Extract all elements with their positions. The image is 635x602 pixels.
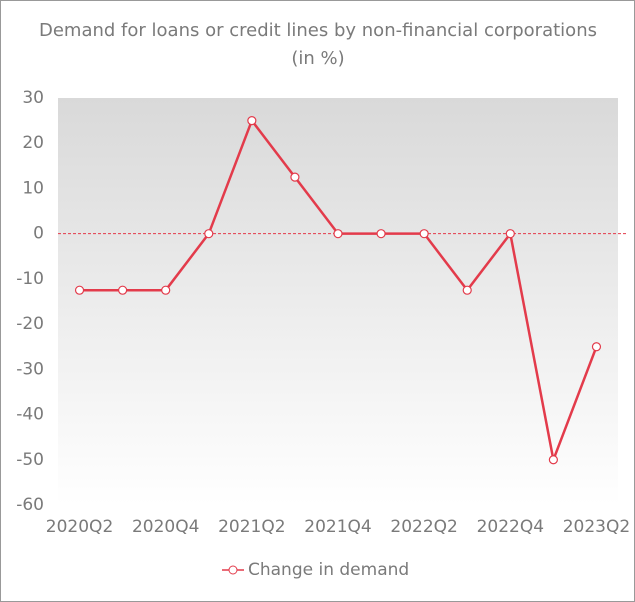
data-point [204,229,214,239]
y-tick-label: 20 [22,133,44,153]
data-point [247,116,257,126]
data-point [505,229,515,239]
data-point [591,342,602,352]
x-tick-label: 2021Q2 [218,517,285,537]
y-tick-label: 30 [22,88,44,108]
data-point [161,285,171,295]
data-point [74,285,85,295]
x-tick-label: 2023Q2 [563,517,630,537]
legend-marker [228,565,238,575]
data-point [290,172,300,182]
plot-area [58,98,618,505]
data-point [118,285,128,295]
y-tick-label: -10 [16,269,44,289]
legend-label: Change in demand [248,560,409,580]
y-tick-label: -30 [16,359,44,379]
x-tick-label: 2020Q2 [46,517,113,537]
y-tick-label: -50 [16,450,44,470]
data-point [376,229,386,239]
data-point [419,229,429,239]
y-tick-label: 0 [33,224,44,244]
y-tick-label: -60 [16,495,44,515]
data-point [333,229,343,239]
chart-subtitle: (in %) [291,48,344,69]
x-tick-label: 2020Q4 [132,517,199,537]
y-tick-label: 10 [22,178,44,198]
x-tick-label: 2021Q4 [304,517,371,537]
y-tick-label: -40 [16,405,44,425]
y-tick-label: -20 [16,314,44,334]
chart-title: Demand for loans or credit lines by non-… [39,20,597,41]
data-point [548,455,558,465]
x-tick-label: 2022Q4 [477,517,544,537]
x-tick-label: 2022Q2 [390,517,457,537]
data-point [462,285,472,295]
